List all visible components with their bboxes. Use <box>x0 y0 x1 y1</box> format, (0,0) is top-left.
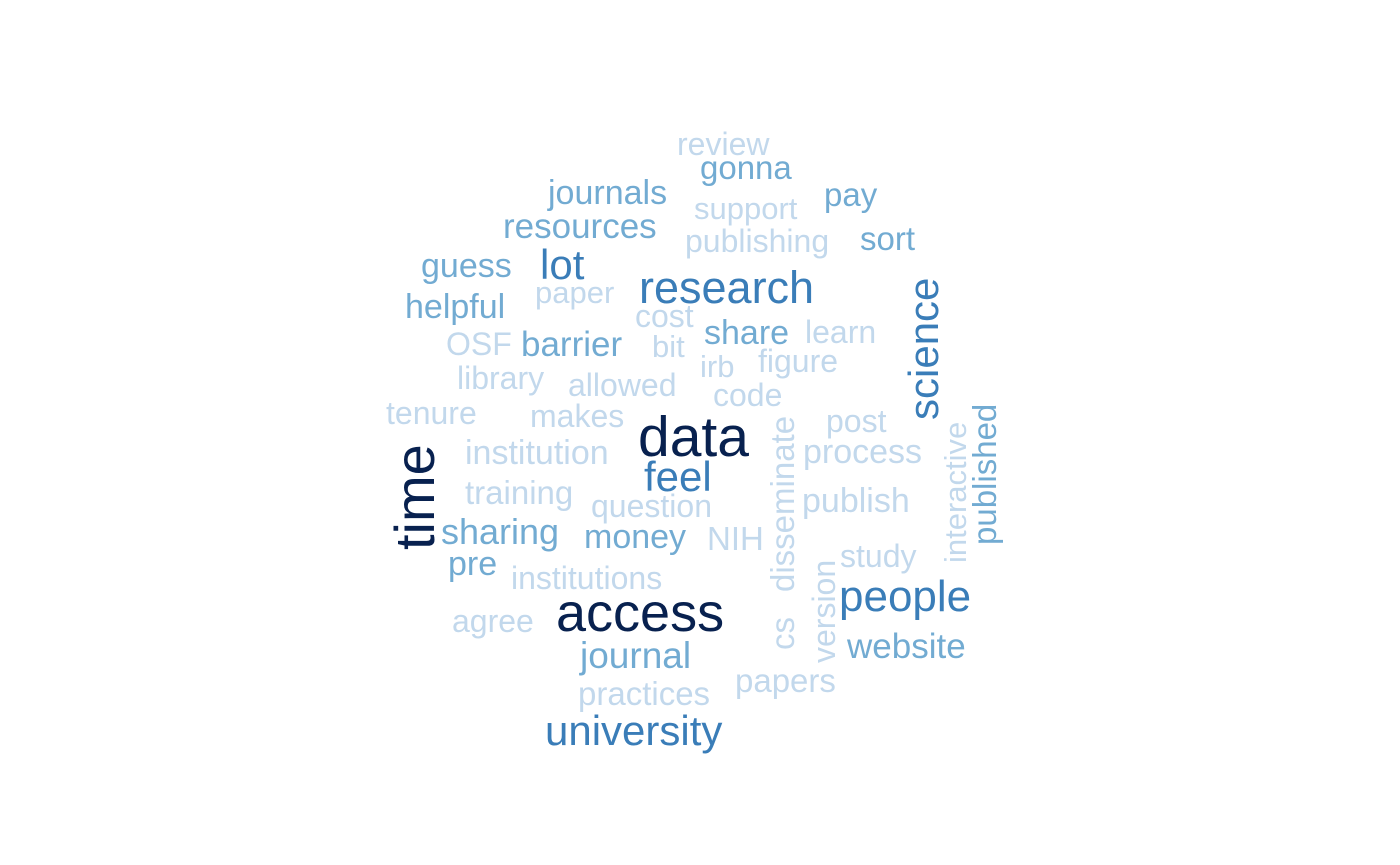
word-research: research <box>639 262 815 313</box>
word-library: library <box>457 360 545 396</box>
word-science: science <box>900 277 947 420</box>
word-study: study <box>840 538 917 574</box>
word-lot: lot <box>540 241 585 288</box>
word-bit: bit <box>652 329 685 364</box>
word-practices: practices <box>578 675 711 712</box>
word-time: time <box>383 444 446 550</box>
word-nih: NIH <box>707 520 764 557</box>
word-tenure: tenure <box>386 395 477 431</box>
word-pre: pre <box>448 545 498 583</box>
word-barrier: barrier <box>521 325 623 364</box>
word-support: support <box>694 191 798 226</box>
word-agree: agree <box>452 603 534 639</box>
word-journal: journal <box>580 635 692 676</box>
word-question: question <box>591 488 712 524</box>
word-cs: cs <box>764 617 801 650</box>
word-share: share <box>704 314 790 352</box>
word-irb: irb <box>700 349 735 384</box>
word-disseminate: disseminate <box>764 415 801 592</box>
word-university: university <box>545 707 723 754</box>
word-version: version <box>806 559 842 663</box>
word-post: post <box>826 403 887 439</box>
word-guess: guess <box>421 247 512 285</box>
word-resources: resources <box>503 207 657 246</box>
word-published: published <box>966 403 1003 545</box>
word-figure: figure <box>758 343 839 379</box>
word-osf: OSF <box>446 326 512 362</box>
word-sort: sort <box>860 220 916 257</box>
word-publishing: publishing <box>685 223 830 259</box>
word-gonna: gonna <box>700 149 792 186</box>
word-institution: institution <box>465 434 609 472</box>
word-pay: pay <box>824 176 878 213</box>
word-makes: makes <box>530 398 625 434</box>
word-data: data <box>638 405 749 469</box>
word-institutions: institutions <box>511 560 663 596</box>
word-people: people <box>839 572 972 621</box>
word-allowed: allowed <box>568 367 677 403</box>
word-training: training <box>465 474 574 511</box>
word-code: code <box>713 377 783 413</box>
word-paper: paper <box>535 275 615 310</box>
word-access: access <box>556 583 725 643</box>
word-review: review <box>677 126 770 162</box>
word-process: process <box>803 433 923 471</box>
word-cost: cost <box>635 298 694 334</box>
word-journals: journals <box>548 174 668 212</box>
word-money: money <box>584 518 687 556</box>
word-publish: publish <box>802 482 910 520</box>
word-website: website <box>847 627 966 666</box>
word-feel: feel <box>644 453 712 500</box>
word-papers: papers <box>735 662 836 699</box>
word-sharing: sharing <box>441 511 560 552</box>
word-learn: learn <box>805 314 877 350</box>
word-helpful: helpful <box>405 288 506 326</box>
